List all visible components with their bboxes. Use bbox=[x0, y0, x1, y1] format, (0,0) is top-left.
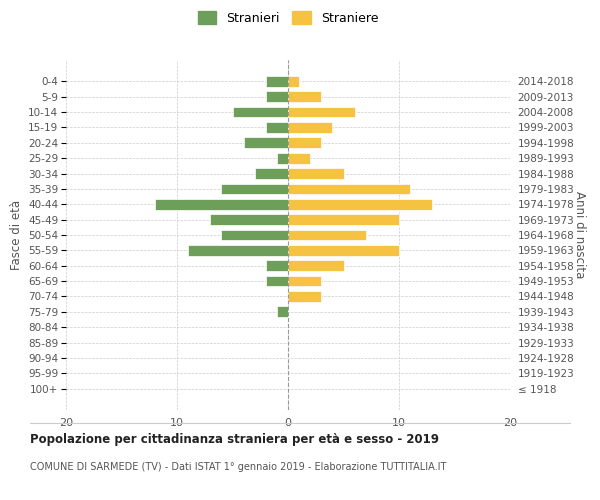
Text: Popolazione per cittadinanza straniera per età e sesso - 2019: Popolazione per cittadinanza straniera p… bbox=[30, 432, 439, 446]
Y-axis label: Fasce di età: Fasce di età bbox=[10, 200, 23, 270]
Bar bbox=[254, 168, 288, 179]
Bar bbox=[288, 260, 343, 271]
Text: COMUNE DI SARMEDE (TV) - Dati ISTAT 1° gennaio 2019 - Elaborazione TUTTITALIA.IT: COMUNE DI SARMEDE (TV) - Dati ISTAT 1° g… bbox=[30, 462, 446, 472]
Bar bbox=[155, 199, 288, 209]
Bar bbox=[288, 276, 322, 286]
Bar bbox=[288, 245, 399, 256]
Bar bbox=[221, 230, 288, 240]
Bar bbox=[210, 214, 288, 225]
Bar bbox=[221, 184, 288, 194]
Bar bbox=[233, 106, 288, 118]
Bar bbox=[277, 306, 288, 317]
Bar bbox=[288, 199, 432, 209]
Bar bbox=[266, 92, 288, 102]
Bar bbox=[288, 122, 332, 133]
Bar bbox=[288, 76, 299, 86]
Bar bbox=[288, 214, 399, 225]
Y-axis label: Anni di nascita: Anni di nascita bbox=[572, 192, 586, 278]
Bar bbox=[266, 122, 288, 133]
Bar bbox=[188, 245, 288, 256]
Bar bbox=[266, 276, 288, 286]
Bar bbox=[288, 291, 322, 302]
Bar bbox=[288, 138, 322, 148]
Bar bbox=[288, 153, 310, 164]
Bar bbox=[288, 230, 366, 240]
Bar bbox=[244, 138, 288, 148]
Legend: Stranieri, Straniere: Stranieri, Straniere bbox=[195, 8, 381, 28]
Bar bbox=[288, 168, 343, 179]
Bar bbox=[288, 92, 322, 102]
Bar bbox=[277, 153, 288, 164]
Bar bbox=[288, 106, 355, 118]
Bar bbox=[266, 260, 288, 271]
Bar bbox=[288, 184, 410, 194]
Bar bbox=[266, 76, 288, 86]
